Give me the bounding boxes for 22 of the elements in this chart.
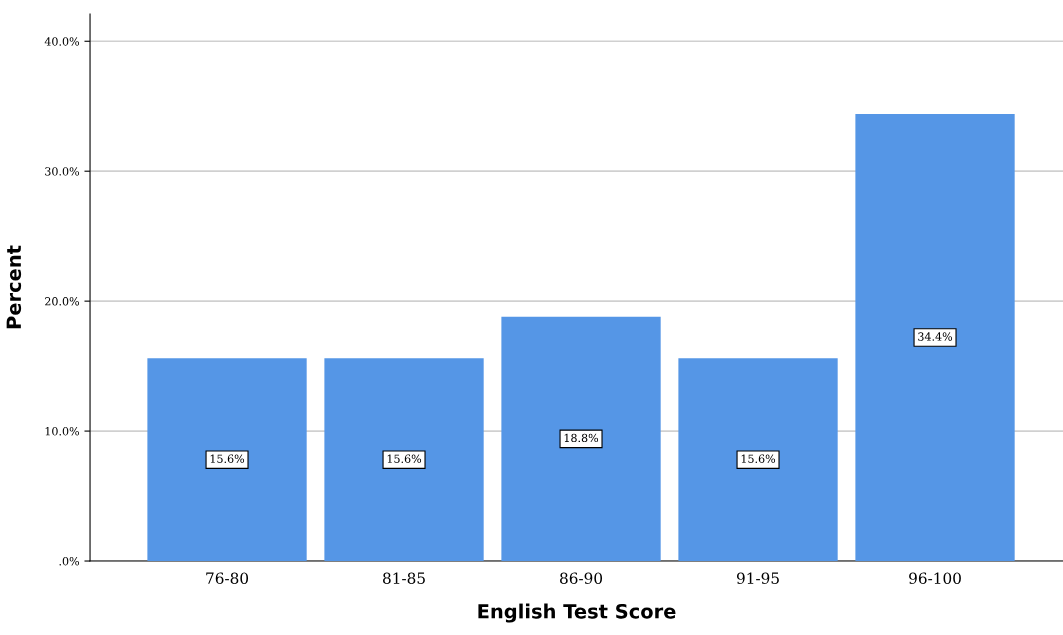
data-label: 15.6% xyxy=(210,454,245,463)
bar xyxy=(501,316,661,562)
data-label: 18.8% xyxy=(564,433,599,443)
x-tick-label: 91-95 xyxy=(736,572,779,584)
y-tick-label: 40.0% xyxy=(44,37,80,46)
x-tick-label: 76-80 xyxy=(206,572,249,584)
bar xyxy=(324,358,484,562)
y-axis-title: Percent xyxy=(6,245,22,329)
x-tick-label: 86-90 xyxy=(560,572,603,584)
data-label: 15.6% xyxy=(741,454,776,463)
y-tick-label: .0% xyxy=(59,557,80,566)
data-label: 34.4% xyxy=(918,332,953,341)
bar xyxy=(147,358,307,562)
y-tick-label: 10.0% xyxy=(45,427,80,436)
x-tick-label: 81-85 xyxy=(383,572,425,584)
x-axis-title: English Test Score xyxy=(478,603,676,623)
bar xyxy=(678,358,838,562)
y-tick-label: 20.0% xyxy=(45,297,80,306)
y-tick-label: 30.0% xyxy=(45,167,80,176)
x-tick-label: 96-100 xyxy=(909,572,961,584)
bar xyxy=(855,114,1015,562)
data-label: 15.6% xyxy=(387,454,422,463)
